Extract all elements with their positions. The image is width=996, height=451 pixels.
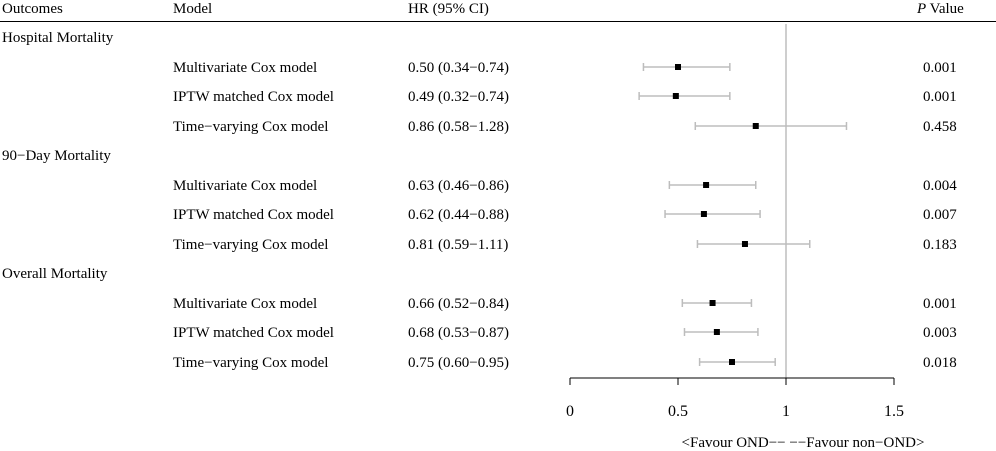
point-estimate bbox=[741, 241, 748, 247]
x-tick-label: 0.5 bbox=[668, 403, 688, 420]
row-hr: 0.62 (0.44−0.88) bbox=[408, 207, 509, 223]
row-p: 0.004 bbox=[923, 178, 957, 194]
row-p: 0.003 bbox=[923, 325, 957, 341]
row-p: 0.001 bbox=[923, 89, 957, 105]
group-label: 90−Day Mortality bbox=[2, 148, 111, 164]
header-outcomes: Outcomes bbox=[2, 1, 63, 17]
header-model: Model bbox=[173, 1, 213, 17]
point-estimate bbox=[703, 182, 710, 188]
point-estimate bbox=[729, 359, 735, 365]
row-hr: 0.86 (0.58−1.28) bbox=[408, 119, 509, 135]
row-hr: 0.66 (0.52−0.84) bbox=[408, 296, 509, 312]
row-hr: 0.63 (0.46−0.86) bbox=[408, 178, 509, 194]
group-label: Overall Mortality bbox=[2, 266, 108, 282]
header-p-rest: Value bbox=[926, 1, 964, 17]
row-model: Time−varying Cox model bbox=[173, 237, 329, 253]
point-estimate bbox=[700, 211, 707, 217]
header-divider bbox=[0, 21, 996, 22]
row-model: Multivariate Cox model bbox=[173, 296, 318, 312]
row-model: Multivariate Cox model bbox=[173, 60, 318, 76]
point-estimate bbox=[713, 329, 720, 335]
row-model: IPTW matched Cox model bbox=[173, 207, 334, 223]
point-estimate bbox=[675, 64, 681, 70]
point-estimate bbox=[709, 300, 716, 306]
row-model: IPTW matched Cox model bbox=[173, 89, 334, 105]
row-hr: 0.68 (0.53−0.87) bbox=[408, 325, 509, 341]
row-hr: 0.49 (0.32−0.74) bbox=[408, 89, 509, 105]
row-p: 0.001 bbox=[923, 296, 957, 312]
row-model: Time−varying Cox model bbox=[173, 119, 329, 135]
row-p: 0.001 bbox=[923, 60, 957, 76]
point-estimate bbox=[752, 123, 759, 129]
row-hr: 0.50 (0.34−0.74) bbox=[408, 60, 509, 76]
axis-caption: <Favour OND−− −−Favour non−OND> bbox=[682, 435, 925, 451]
row-p: 0.183 bbox=[923, 237, 957, 253]
x-tick-label: 0 bbox=[566, 403, 574, 420]
x-tick-label: 1.5 bbox=[884, 403, 904, 420]
point-estimate bbox=[672, 93, 679, 99]
row-p: 0.458 bbox=[923, 119, 957, 135]
row-model: Time−varying Cox model bbox=[173, 355, 329, 371]
row-hr: 0.81 (0.59−1.11) bbox=[408, 237, 509, 253]
row-model: IPTW matched Cox model bbox=[173, 325, 334, 341]
row-model: Multivariate Cox model bbox=[173, 178, 318, 194]
row-hr: 0.75 (0.60−0.95) bbox=[408, 355, 509, 371]
header-p-value: P Value bbox=[917, 0, 964, 18]
header-p-italic: P bbox=[917, 1, 927, 17]
x-tick-label: 1 bbox=[782, 403, 790, 420]
header-hr: HR (95% CI) bbox=[408, 1, 489, 17]
row-p: 0.018 bbox=[923, 355, 957, 371]
row-p: 0.007 bbox=[923, 207, 957, 223]
group-label: Hospital Mortality bbox=[2, 30, 114, 46]
